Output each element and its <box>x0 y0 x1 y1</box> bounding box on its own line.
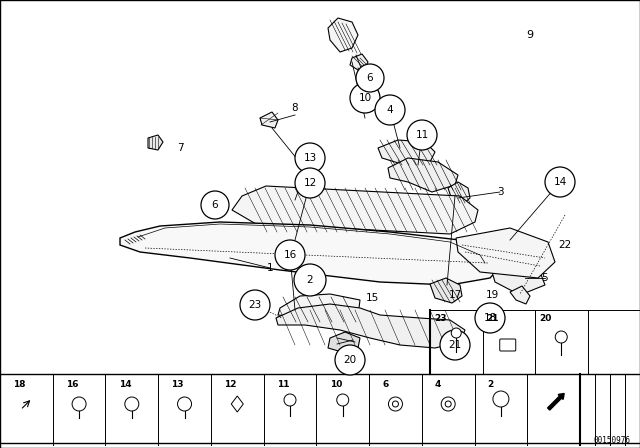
Circle shape <box>275 240 305 270</box>
Text: 20: 20 <box>539 314 552 323</box>
Polygon shape <box>278 294 360 324</box>
Polygon shape <box>448 182 470 205</box>
Text: 5: 5 <box>541 273 548 283</box>
Text: 13: 13 <box>172 380 184 389</box>
Circle shape <box>356 64 384 92</box>
Circle shape <box>392 401 399 407</box>
Text: 10: 10 <box>358 93 372 103</box>
Text: 21: 21 <box>486 314 499 323</box>
Text: 1: 1 <box>267 263 273 273</box>
Polygon shape <box>328 18 358 52</box>
Polygon shape <box>260 112 278 128</box>
Circle shape <box>335 345 365 375</box>
Circle shape <box>125 397 139 411</box>
Text: 18: 18 <box>13 380 26 389</box>
Text: 3: 3 <box>497 187 503 197</box>
Polygon shape <box>350 54 368 70</box>
Text: 6: 6 <box>367 73 373 83</box>
Text: 23: 23 <box>248 300 262 310</box>
Circle shape <box>440 330 470 360</box>
Text: 4: 4 <box>387 105 394 115</box>
Circle shape <box>350 83 380 113</box>
Circle shape <box>556 331 567 343</box>
Text: 9: 9 <box>527 30 534 40</box>
Polygon shape <box>378 140 435 166</box>
Polygon shape <box>388 158 458 192</box>
Circle shape <box>295 143 325 173</box>
Text: 15: 15 <box>365 293 379 303</box>
Polygon shape <box>328 332 360 352</box>
Text: 19: 19 <box>485 290 499 300</box>
Circle shape <box>475 303 505 333</box>
Text: 7: 7 <box>177 143 183 153</box>
Polygon shape <box>148 135 163 150</box>
Circle shape <box>294 264 326 296</box>
FancyArrow shape <box>548 393 564 410</box>
Text: 22: 22 <box>558 240 572 250</box>
Text: 2: 2 <box>307 275 314 285</box>
Circle shape <box>284 394 296 406</box>
Circle shape <box>445 401 451 407</box>
Text: 11: 11 <box>277 380 289 389</box>
Text: 8: 8 <box>292 103 298 113</box>
Polygon shape <box>430 278 462 303</box>
Circle shape <box>337 394 349 406</box>
Text: 23: 23 <box>434 314 447 323</box>
Text: 12: 12 <box>224 380 237 389</box>
Circle shape <box>545 167 575 197</box>
FancyBboxPatch shape <box>500 339 516 351</box>
Text: 12: 12 <box>303 178 317 188</box>
Text: 00150976: 00150976 <box>593 435 630 444</box>
Text: 4: 4 <box>435 380 442 389</box>
Circle shape <box>201 191 229 219</box>
Text: 11: 11 <box>415 130 429 140</box>
Circle shape <box>295 168 325 198</box>
Circle shape <box>441 397 455 411</box>
Circle shape <box>72 397 86 411</box>
Text: 14: 14 <box>118 380 131 389</box>
Polygon shape <box>490 258 545 295</box>
Polygon shape <box>510 286 530 304</box>
Text: 16: 16 <box>66 380 79 389</box>
Polygon shape <box>120 222 502 285</box>
Polygon shape <box>231 396 243 412</box>
Text: 18: 18 <box>483 313 497 323</box>
Text: 2: 2 <box>488 380 494 389</box>
Polygon shape <box>276 304 465 348</box>
Text: 6: 6 <box>212 200 218 210</box>
Text: 16: 16 <box>284 250 296 260</box>
Polygon shape <box>232 186 478 234</box>
Polygon shape <box>456 228 555 278</box>
Circle shape <box>240 290 270 320</box>
Text: 20: 20 <box>344 355 356 365</box>
Circle shape <box>388 397 403 411</box>
Text: 10: 10 <box>330 380 342 389</box>
Circle shape <box>375 95 405 125</box>
Circle shape <box>493 391 509 407</box>
Circle shape <box>177 397 191 411</box>
Circle shape <box>407 120 437 150</box>
Circle shape <box>451 328 461 338</box>
Text: 14: 14 <box>554 177 566 187</box>
Text: 17: 17 <box>449 290 461 300</box>
Text: 6: 6 <box>382 380 388 389</box>
Text: 21: 21 <box>449 340 461 350</box>
Text: 13: 13 <box>303 153 317 163</box>
